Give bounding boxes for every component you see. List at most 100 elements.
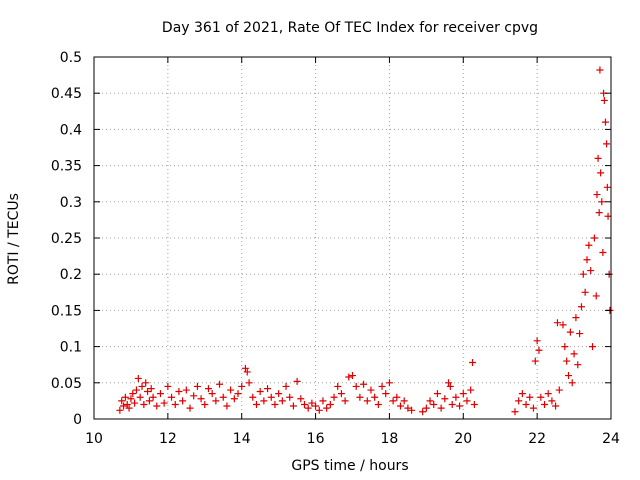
data-point [175, 387, 183, 395]
data-point [286, 393, 294, 401]
data-point [601, 118, 609, 126]
data-point [603, 140, 611, 148]
x-tick-label: 24 [602, 431, 620, 447]
data-point [581, 288, 589, 296]
data-point [349, 372, 356, 380]
data-point [201, 401, 209, 409]
data-point [446, 382, 454, 390]
data-point [456, 402, 464, 410]
data-point [164, 382, 172, 390]
data-point [208, 390, 216, 398]
data-point [577, 303, 585, 311]
data-point [463, 397, 471, 405]
data-point [576, 330, 584, 338]
data-point [555, 386, 563, 394]
data-point [592, 292, 600, 300]
data-point [574, 361, 582, 369]
data-point [360, 380, 368, 388]
data-point [308, 399, 316, 407]
data-point [300, 401, 308, 409]
data-point [585, 241, 593, 249]
data-point [197, 395, 205, 403]
data-point [595, 209, 603, 217]
data-point [594, 154, 602, 162]
y-tick-label: 0.25 [51, 231, 82, 247]
data-point [553, 319, 561, 327]
data-point [590, 234, 598, 242]
data-point [160, 399, 168, 407]
data-point [437, 404, 445, 412]
data-point [147, 385, 155, 393]
data-point [378, 382, 386, 390]
data-point [252, 401, 260, 409]
data-point [583, 256, 591, 264]
data-point [334, 382, 342, 390]
data-point [470, 401, 478, 409]
data-point [568, 379, 576, 387]
data-point [419, 408, 427, 416]
grid-lines [94, 57, 611, 419]
data-point [267, 393, 275, 401]
data-points [116, 66, 614, 416]
data-point [142, 379, 150, 387]
data-point [131, 399, 139, 407]
data-point [304, 404, 312, 412]
data-point [245, 379, 253, 387]
data-point [535, 346, 543, 354]
data-point [589, 343, 597, 351]
data-point [572, 314, 580, 322]
data-point [597, 169, 605, 177]
plot-frame [93, 56, 612, 420]
data-point [216, 380, 224, 388]
data-point [374, 401, 382, 409]
data-point [579, 270, 587, 278]
data-point [212, 397, 220, 405]
data-point [204, 385, 212, 393]
x-tick-label: 20 [454, 431, 472, 447]
data-point [511, 408, 519, 416]
data-point [352, 382, 360, 390]
y-tick-label: 0.1 [60, 340, 82, 356]
data-point [264, 385, 272, 393]
data-point [312, 402, 320, 410]
x-tick-label: 12 [159, 431, 177, 447]
x-axis-label: GPS time / hours [291, 458, 408, 474]
data-point [587, 267, 595, 275]
y-tick-label: 0.5 [60, 50, 82, 66]
data-point [452, 393, 460, 401]
data-point [552, 402, 560, 410]
data-point [171, 401, 179, 409]
data-point [604, 212, 612, 220]
data-point [385, 379, 393, 387]
data-point [125, 404, 133, 412]
y-tick-label: 0.45 [51, 86, 82, 102]
data-point [459, 390, 467, 398]
data-point [127, 395, 135, 403]
data-point [563, 357, 571, 365]
data-point [193, 382, 201, 390]
data-point [249, 393, 257, 401]
x-tick-labels: 10 12 14 16 18 20 22 24 [85, 431, 620, 447]
data-point [179, 397, 187, 405]
data-point [297, 395, 305, 403]
data-point [533, 337, 541, 345]
y-tick-label: 0.4 [60, 122, 82, 138]
y-tick-label: 0.3 [60, 195, 82, 211]
x-tick-label: 18 [381, 431, 399, 447]
data-point [243, 368, 251, 376]
data-point [404, 404, 412, 412]
data-point [278, 397, 286, 405]
data-point [134, 374, 142, 382]
y-tick-label: 0.2 [60, 267, 82, 283]
data-point [430, 401, 438, 409]
data-point [397, 402, 405, 410]
chart-title: Day 361 of 2021, Rate Of TEC Index for r… [162, 20, 538, 36]
data-point [441, 395, 449, 403]
data-point [469, 359, 477, 367]
data-point [330, 393, 338, 401]
data-point [400, 397, 408, 405]
data-point [156, 390, 164, 398]
data-point [515, 397, 523, 405]
data-point [138, 382, 146, 390]
data-point [408, 406, 416, 414]
